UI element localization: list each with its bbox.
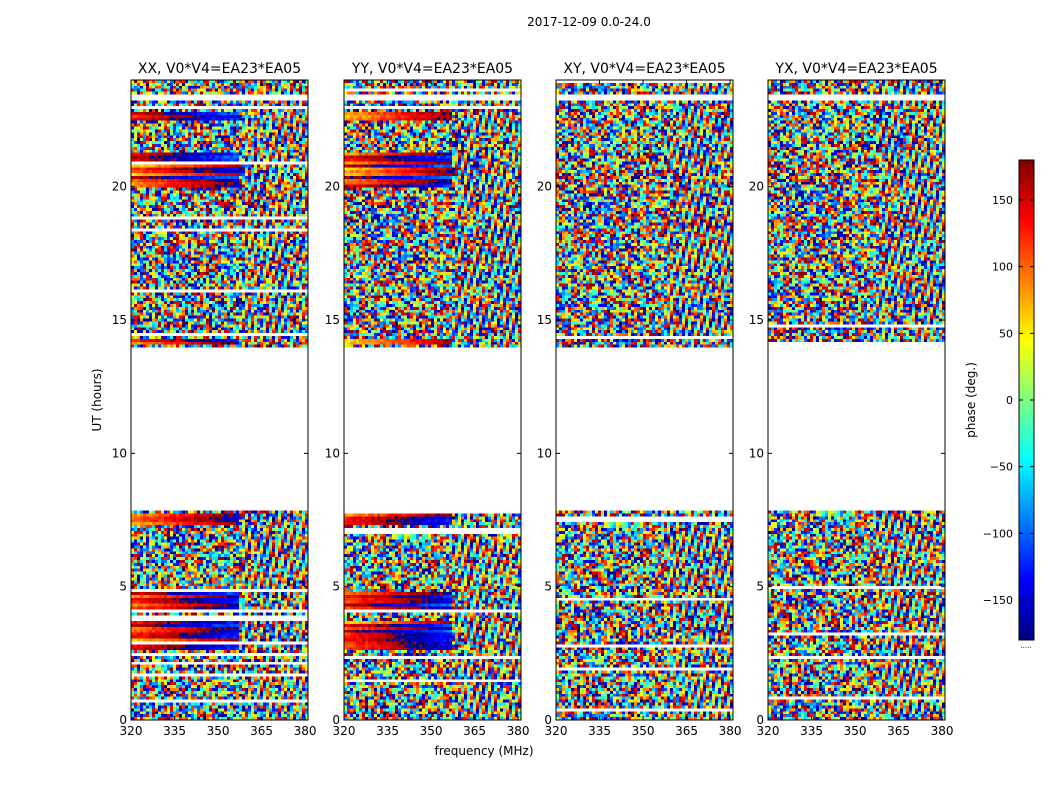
panel-2-ytick-label-15: 15 <box>325 313 340 327</box>
shared-ylabel: UT (hours) <box>90 368 104 431</box>
panel-2: YY, V0*V4=EA23*EA05 320 335 350 365 380 0 5 10 15… <box>325 61 530 738</box>
panel-3-xtick-label-350: 350 <box>632 724 655 738</box>
panel-2-xtick-label-335: 335 <box>376 724 399 738</box>
panel-4-xtick-label-350: 350 <box>844 724 867 738</box>
panel-1-heatmap <box>131 80 308 720</box>
colorbar-label: phase (deg.) <box>964 362 978 438</box>
panel-3-xtick-label-335: 335 <box>588 724 611 738</box>
panel-4-xtick-label-365: 365 <box>887 724 910 738</box>
panel-1-xtick-label-365: 365 <box>250 724 273 738</box>
colorbar-tick-label--100: −100 <box>983 527 1013 540</box>
panel-3-title: XY, V0*V4=EA23*EA05 <box>563 61 725 77</box>
panel-1-frame <box>130 79 309 721</box>
panel-4-xtick-label-380: 380 <box>931 724 954 738</box>
panel-1-ytick-label-5: 5 <box>119 580 127 594</box>
panel-1-xtick-label-350: 350 <box>207 724 230 738</box>
colorbar-tick-label-50: 50 <box>999 327 1013 340</box>
panel-2-ytick-label-5: 5 <box>332 580 340 594</box>
panel-3-heatmap <box>556 80 733 720</box>
panel-1-title: XX, V0*V4=EA23*EA05 <box>138 61 301 77</box>
panel-2-xtick-label-350: 350 <box>420 724 443 738</box>
panel-4-ytick-label-5: 5 <box>756 580 764 594</box>
panel-3-ytick-label-10: 10 <box>537 446 552 460</box>
colorbar: −150 −100 −50 0 50 100 150 phase (deg.) ..... <box>964 159 1035 650</box>
panel-4: YX, V0*V4=EA23*EA05 320 335 350 365 380 0 5 10 15… <box>749 61 954 738</box>
panel-3-xtick-label-380: 380 <box>719 724 742 738</box>
shared-xlabel: frequency (MHz) <box>434 744 533 758</box>
panel-1-ytick-label-0: 0 <box>119 713 127 727</box>
figure-suptitle: 2017-12-09 0.0-24.0 <box>527 15 651 29</box>
colorbar-footer: ..... <box>1020 642 1031 650</box>
panel-3-ytick-label-20: 20 <box>537 180 552 194</box>
panel-1-xtick-label-380: 380 <box>294 724 317 738</box>
panel-2-ytick-label-20: 20 <box>325 180 340 194</box>
panel-2-ytick-label-0: 0 <box>332 713 340 727</box>
panel-4-ytick-label-15: 15 <box>749 313 764 327</box>
panel-4-ytick-label-20: 20 <box>749 180 764 194</box>
panel-4-heatmap <box>768 80 945 720</box>
panel-2-heatmap <box>344 80 521 720</box>
colorbar-tick-label--50: −50 <box>990 461 1013 474</box>
panel-3-ytick-label-15: 15 <box>537 313 552 327</box>
colorbar-tick-label-0: 0 <box>1006 394 1013 407</box>
panel-1-xtick-label-320: 320 <box>120 724 143 738</box>
panel-4-ytick-label-10: 10 <box>749 446 764 460</box>
panel-4-xtick-label-335: 335 <box>800 724 823 738</box>
colorbar-tick-label-100: 100 <box>992 261 1013 274</box>
panel-3: XY, V0*V4=EA23*EA05 320 335 350 365 380 0 5 10 15… <box>537 61 742 738</box>
panel-2-xtick-label-380: 380 <box>507 724 530 738</box>
panel-2-title: YY, V0*V4=EA23*EA05 <box>351 61 513 77</box>
panel-4-frame <box>767 79 946 721</box>
panel-4-xtick-label-320: 320 <box>757 724 780 738</box>
panel-4-ytick-label-0: 0 <box>756 713 764 727</box>
colorbar-tick-label--150: −150 <box>983 594 1013 607</box>
panel-3-ytick-label-5: 5 <box>544 580 552 594</box>
panel-2-xtick-label-320: 320 <box>333 724 356 738</box>
panel-1-ytick-label-20: 20 <box>112 180 127 194</box>
panel-1-ytick-label-15: 15 <box>112 313 127 327</box>
panel-1: XX, V0*V4=EA23*EA05 320 335 350 365 380 0 5 10 15… <box>112 61 317 738</box>
panel-1-xtick-label-335: 335 <box>163 724 186 738</box>
panel-3-ytick-label-0: 0 <box>544 713 552 727</box>
panel-4-title: YX, V0*V4=EA23*EA05 <box>774 61 937 77</box>
panel-2-frame <box>343 79 522 721</box>
panel-2-xtick-label-365: 365 <box>463 724 486 738</box>
colorbar-tick-label-150: 150 <box>992 194 1013 207</box>
panel-3-xtick-label-320: 320 <box>545 724 568 738</box>
panel-3-frame <box>555 79 734 721</box>
panel-2-ytick-label-10: 10 <box>325 446 340 460</box>
panel-1-ytick-label-10: 10 <box>112 446 127 460</box>
panel-3-xtick-label-365: 365 <box>675 724 698 738</box>
